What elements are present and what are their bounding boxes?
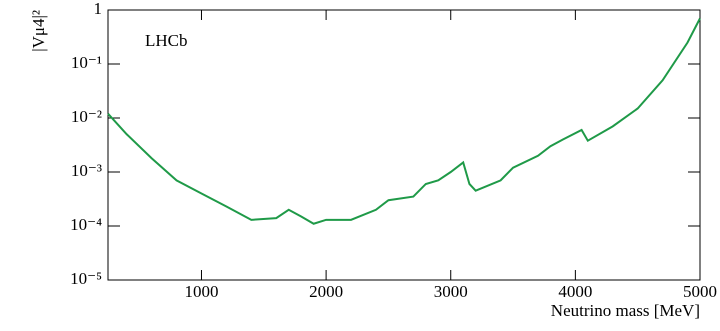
y-tick-label: 1	[94, 0, 103, 18]
y-tick-label: 10⁻⁵	[70, 269, 102, 288]
x-tick-label: 3000	[434, 282, 468, 301]
x-tick-label: 1000	[184, 282, 218, 301]
plot-frame	[107, 9, 701, 281]
x-tick-label: 5000	[683, 282, 717, 301]
y-axis-label: |Vμ4|²	[29, 10, 48, 52]
y-tick-label: 10⁻³	[71, 161, 102, 180]
x-axis-label: Neutrino mass [MeV]	[551, 301, 700, 320]
y-tick-label: 10⁻⁴	[70, 215, 102, 234]
annotation: LHCb	[145, 31, 188, 50]
y-tick-label: 10⁻²	[71, 107, 102, 126]
x-tick-label: 2000	[309, 282, 343, 301]
data-line	[107, 17, 701, 225]
x-tick-label: 4000	[558, 282, 592, 301]
y-tick-label: 10⁻¹	[71, 53, 102, 72]
